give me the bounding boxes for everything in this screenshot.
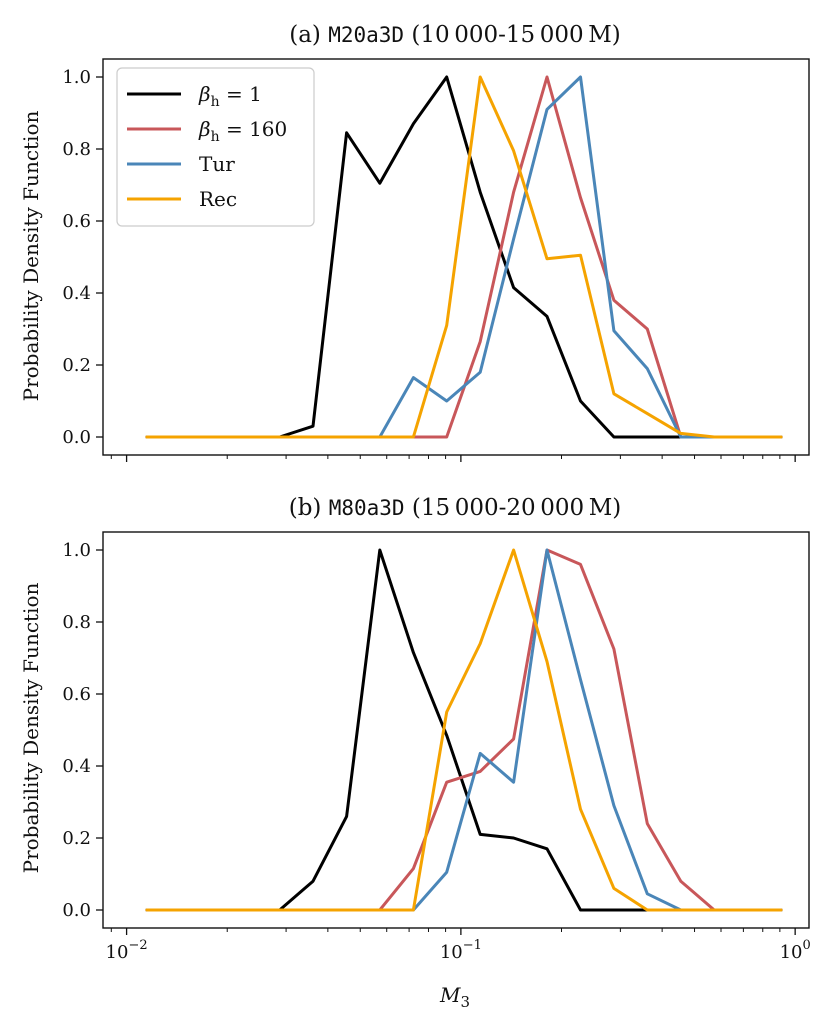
panel-b-yticks: 0.0 0.2 0.4 0.6 0.8 1.0 — [62, 540, 103, 921]
series-line-beta1-b — [145, 548, 783, 912]
xtick-label: 10−2 — [106, 938, 148, 963]
panel-a-series — [145, 75, 783, 439]
series-line-beta160-b — [145, 548, 783, 912]
panel-b: (b) M80a3D (15 000-20 000 M) Probability… — [19, 495, 811, 1011]
ytick-label: 0.0 — [62, 427, 91, 448]
panel-b-series — [145, 548, 783, 912]
panel-a-xticks — [110, 455, 796, 462]
legend-label-tur: Tur — [199, 152, 235, 176]
ytick-label: 0.2 — [62, 828, 91, 849]
legend-label-rec: Rec — [199, 187, 237, 211]
panel-a-frame — [102, 58, 810, 456]
legend-item-beta1: βh = 1 — [127, 82, 262, 110]
panel-a: (a) M20a3D (10 000-15 000 M) Probability… — [19, 22, 810, 462]
legend-item-beta160: βh = 160 — [127, 117, 287, 145]
panel-b-title: (b) M80a3D (15 000-20 000 M) — [289, 495, 622, 521]
legend-item-tur: Tur — [127, 152, 235, 176]
panel-a-yticks: 0.0 0.2 0.4 0.6 0.8 1.0 — [62, 67, 103, 448]
ytick-label: 0.8 — [62, 612, 91, 633]
series-line-rec-b — [145, 548, 783, 912]
panel-b-frame — [102, 531, 810, 929]
ytick-label: 0.2 — [62, 355, 91, 376]
panel-b-ylabel: Probability Density Function — [19, 583, 43, 874]
ytick-label: 0.8 — [62, 139, 91, 160]
xtick-label: 100 — [780, 938, 811, 963]
panel-a-title: (a) M20a3D (10 000-15 000 M) — [289, 22, 621, 48]
series-line-rec-a — [145, 75, 783, 439]
ytick-label: 1.0 — [62, 540, 91, 561]
panel-a-ylabel: Probability Density Function — [19, 111, 43, 402]
series-line-tur-b — [145, 548, 783, 912]
panel-b-xlabel: M3 — [439, 983, 470, 1011]
legend: βh = 1 βh = 160 Tur Rec — [116, 67, 315, 227]
panel-b-xticks: 10−2 10−1 100 — [106, 928, 811, 963]
ytick-label: 0.4 — [62, 756, 91, 777]
xtick-label: 10−1 — [440, 938, 482, 963]
ytick-label: 0.0 — [62, 900, 91, 921]
ytick-label: 1.0 — [62, 67, 91, 88]
legend-box — [116, 67, 315, 227]
ytick-label: 0.4 — [62, 283, 91, 304]
ytick-label: 0.6 — [62, 211, 91, 232]
legend-label-beta160: βh = 160 — [198, 117, 287, 145]
legend-label-beta1: βh = 1 — [198, 82, 262, 110]
ytick-label: 0.6 — [62, 684, 91, 705]
legend-item-rec: Rec — [127, 187, 237, 211]
